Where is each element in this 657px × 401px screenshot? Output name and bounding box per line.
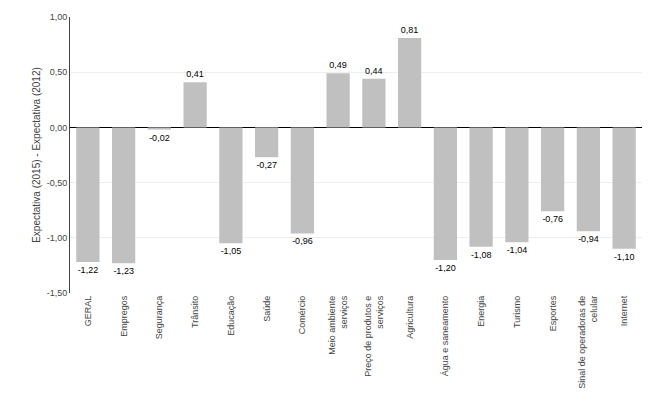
svg-text:-1,20: -1,20 <box>435 263 456 273</box>
svg-text:0,50: 0,50 <box>50 67 68 77</box>
svg-text:Trânsito: Trânsito <box>190 296 200 328</box>
svg-text:0,00: 0,00 <box>50 123 68 133</box>
svg-text:-0,27: -0,27 <box>256 160 277 170</box>
svg-text:0,44: 0,44 <box>365 66 383 76</box>
svg-text:-1,04: -1,04 <box>507 245 528 255</box>
svg-text:GERAL: GERAL <box>83 296 93 327</box>
svg-text:Turismo: Turismo <box>512 296 522 328</box>
svg-text:-1,00: -1,00 <box>47 233 68 243</box>
svg-text:-0,94: -0,94 <box>578 234 599 244</box>
svg-text:Segurança: Segurança <box>154 296 164 340</box>
svg-text:Preço de produtos eserviços: Preço de produtos eserviços <box>363 295 385 377</box>
svg-text:0,49: 0,49 <box>329 60 347 70</box>
svg-text:0,81: 0,81 <box>401 25 419 35</box>
svg-text:Energia: Energia <box>476 296 486 327</box>
svg-text:-0,96: -0,96 <box>292 236 313 246</box>
svg-text:-1,05: -1,05 <box>221 246 242 256</box>
svg-text:-1,10: -1,10 <box>614 252 635 262</box>
svg-text:Comércio: Comércio <box>297 296 307 335</box>
svg-text:-1,23: -1,23 <box>113 266 134 276</box>
svg-text:0,41: 0,41 <box>186 69 204 79</box>
svg-text:-1,22: -1,22 <box>78 265 99 275</box>
svg-text:Esportes: Esportes <box>548 295 558 331</box>
svg-text:Educação: Educação <box>226 296 236 336</box>
svg-text:-1,50: -1,50 <box>47 288 68 298</box>
svg-text:1,00: 1,00 <box>50 12 68 22</box>
svg-text:Expectativa (2015) - Expectati: Expectativa (2015) - Expectativa (2012) <box>31 67 42 243</box>
svg-text:Empregos: Empregos <box>119 295 129 337</box>
svg-text:Água e saneamento: Água e saneamento <box>440 296 450 377</box>
svg-text:Agricultura: Agricultura <box>405 296 415 339</box>
svg-text:-1,08: -1,08 <box>471 250 492 260</box>
svg-text:Internet: Internet <box>619 295 629 326</box>
svg-text:-0,76: -0,76 <box>542 214 563 224</box>
svg-text:Saúde: Saúde <box>262 296 272 322</box>
svg-text:Sinal de operadoras decelular: Sinal de operadoras decelular <box>577 296 599 389</box>
svg-text:-0,02: -0,02 <box>149 133 170 143</box>
svg-text:Meio ambienteserviços: Meio ambienteserviços <box>327 295 349 355</box>
svg-text:-0,50: -0,50 <box>47 178 68 188</box>
